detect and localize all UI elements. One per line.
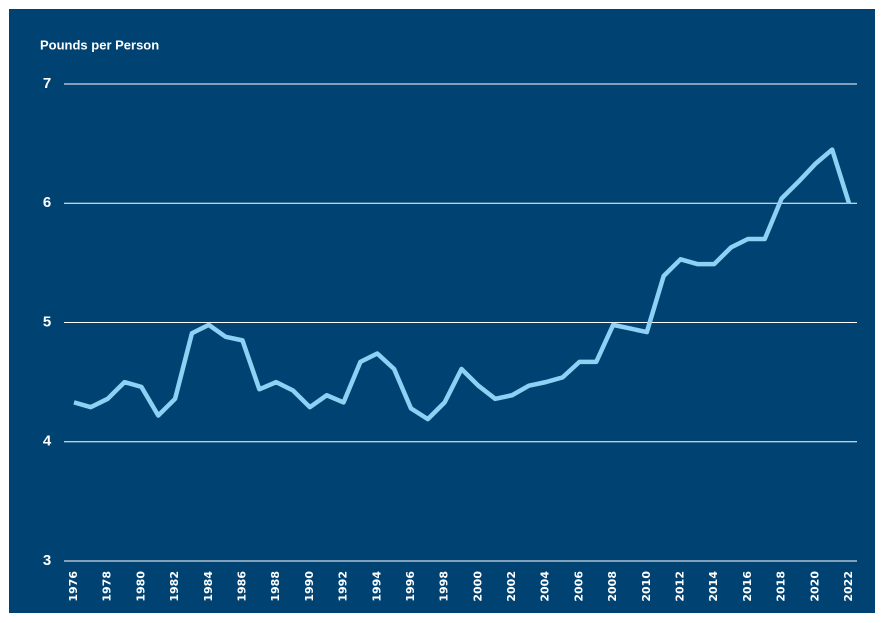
x-tick-label: 1980 [134, 571, 147, 602]
y-tick-label: 7 [43, 75, 51, 92]
x-tick-label: 2020 [808, 571, 821, 602]
x-tick-label: 2014 [707, 571, 720, 602]
y-axis-label: Pounds per Person [40, 37, 159, 52]
x-tick-label: 1992 [337, 571, 350, 602]
x-tick-label: 1988 [269, 571, 282, 602]
y-tick-label: 4 [43, 433, 52, 450]
x-tick-label: 1994 [370, 571, 383, 602]
x-tick-label: 2008 [606, 571, 619, 602]
y-tick-label: 5 [43, 313, 51, 330]
x-tick-label: 2016 [741, 571, 754, 602]
y-tick-label: 3 [43, 552, 51, 569]
data-line [73, 147, 852, 422]
x-tick-label: 2006 [572, 571, 585, 602]
x-tick-label: 2012 [674, 571, 687, 602]
x-tick-label: 1982 [168, 571, 181, 602]
y-tick-label: 6 [43, 194, 51, 211]
x-tick-label: 1978 [101, 571, 114, 602]
chart-background [9, 9, 875, 613]
x-tick-label: 2018 [775, 571, 788, 602]
x-tick-label: 2004 [539, 571, 552, 602]
x-tick-label: 2010 [640, 571, 653, 602]
x-tick-label: 1986 [235, 571, 248, 602]
x-tick-label: 2002 [505, 571, 518, 602]
x-tick-label: 1976 [67, 571, 80, 602]
x-tick-label: 1998 [438, 571, 451, 602]
x-tick-label: 1990 [303, 571, 316, 602]
x-tick-label: 2022 [842, 571, 855, 602]
x-tick-label: 1984 [202, 571, 215, 602]
x-tick-label: 2000 [471, 571, 484, 602]
x-tick-label: 1996 [404, 571, 417, 602]
